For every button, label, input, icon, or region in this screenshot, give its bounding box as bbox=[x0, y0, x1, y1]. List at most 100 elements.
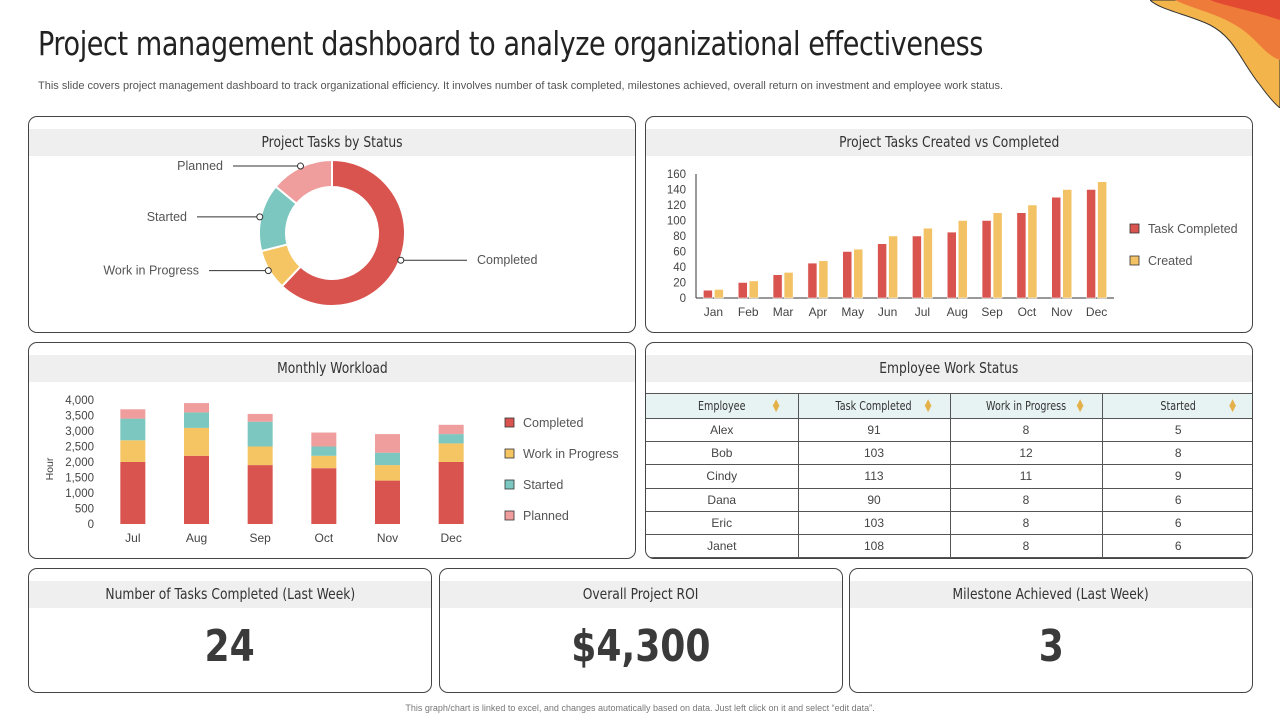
x-tick-label: Aug bbox=[186, 531, 207, 545]
task-completed-cell: 113 bbox=[797, 464, 951, 489]
x-tick-label: Oct bbox=[314, 531, 333, 545]
bar-created[interactable] bbox=[818, 260, 829, 299]
y-tick-label: 80 bbox=[673, 231, 686, 243]
workload-panel-title: Monthly Workload bbox=[276, 359, 388, 377]
sort-icon[interactable]: ▲ ▼ bbox=[1229, 398, 1236, 414]
bar-created[interactable] bbox=[714, 289, 724, 299]
bar-segment-completed[interactable] bbox=[120, 462, 146, 524]
bar-segment-work-in-progress[interactable] bbox=[247, 446, 273, 466]
sort-icon[interactable]: ▲ ▼ bbox=[772, 398, 780, 414]
bar-created[interactable] bbox=[888, 235, 898, 299]
bar-task-completed[interactable] bbox=[912, 235, 922, 299]
bar-task-completed[interactable] bbox=[807, 262, 818, 299]
legend-swatch bbox=[504, 417, 515, 428]
started-cell: 6 bbox=[1101, 510, 1252, 535]
bar-segment-planned[interactable] bbox=[184, 403, 209, 413]
bar-task-completed[interactable] bbox=[1051, 197, 1061, 299]
bar-created[interactable] bbox=[958, 220, 968, 299]
table-row: Eric 103 8 6 bbox=[646, 510, 1252, 535]
donut-slice-completed[interactable] bbox=[280, 158, 406, 307]
sort-icon[interactable]: ▲ ▼ bbox=[924, 398, 932, 414]
bar-segment-planned[interactable] bbox=[311, 432, 337, 447]
bar-created[interactable] bbox=[923, 228, 933, 299]
bar-segment-started[interactable] bbox=[311, 446, 337, 456]
y-tick-label: 160 bbox=[667, 169, 686, 181]
bar-task-completed[interactable] bbox=[703, 290, 713, 299]
column-header-task-completed[interactable]: Task Completed ▲ ▼ bbox=[797, 393, 951, 419]
bar-created[interactable] bbox=[783, 272, 794, 299]
legend-label: Started bbox=[523, 478, 563, 492]
y-tick-label: 4,000 bbox=[65, 395, 94, 407]
bar-task-completed[interactable] bbox=[981, 220, 992, 299]
bar-segment-completed[interactable] bbox=[438, 462, 464, 524]
bar-segment-planned[interactable] bbox=[438, 424, 464, 435]
y-tick-label: 1,000 bbox=[65, 488, 94, 500]
bar-task-completed[interactable] bbox=[842, 251, 852, 299]
x-tick-label: Oct bbox=[1018, 305, 1037, 319]
work-in-progress-cell: 8 bbox=[949, 533, 1103, 558]
bar-segment-work-in-progress[interactable] bbox=[311, 455, 337, 469]
x-tick-label: Aug bbox=[947, 305, 968, 319]
y-tick-label: 0 bbox=[88, 519, 94, 531]
bar-segment-started[interactable] bbox=[184, 412, 209, 428]
sort-icon[interactable]: ▲ ▼ bbox=[1076, 398, 1084, 414]
employee-panel-header: Employee Work Status bbox=[646, 355, 1252, 382]
bar-segment-completed[interactable] bbox=[311, 468, 337, 524]
bar-created[interactable] bbox=[1062, 189, 1072, 299]
donut-slice-planned[interactable] bbox=[274, 158, 333, 206]
bar-segment-completed[interactable] bbox=[375, 480, 400, 524]
kpi-project-roi: Overall Project ROI $4,300 bbox=[439, 568, 843, 693]
callout-dot bbox=[256, 213, 264, 221]
bar-task-completed[interactable] bbox=[1016, 212, 1027, 299]
bar-segment-started[interactable] bbox=[247, 421, 273, 447]
column-header-employee[interactable]: Employee ▲ ▼ bbox=[646, 393, 799, 419]
donut-label: Started bbox=[147, 210, 187, 224]
column-header-started[interactable]: Started ▲ ▼ bbox=[1101, 393, 1252, 419]
donut-label: Work in Progress bbox=[103, 264, 199, 278]
employee-name: Bob bbox=[646, 441, 799, 466]
work-in-progress-cell: 11 bbox=[949, 464, 1103, 489]
column-header-work-in-progress[interactable]: Work in Progress ▲ ▼ bbox=[949, 393, 1103, 419]
bar-task-completed[interactable] bbox=[877, 243, 887, 299]
bar-segment-started[interactable] bbox=[438, 434, 464, 444]
employee-name: Eric bbox=[646, 510, 799, 535]
bar-segment-work-in-progress[interactable] bbox=[120, 440, 146, 462]
bar-segment-started[interactable] bbox=[375, 452, 400, 466]
callout-dot bbox=[264, 267, 272, 275]
page-title: Project management dashboard to analyze … bbox=[38, 24, 983, 63]
kpi-label: Milestone Achieved (Last Week) bbox=[952, 585, 1150, 603]
started-cell: 6 bbox=[1101, 533, 1252, 558]
status-donut-chart[interactable]: Completed Work in Progress Started Planned bbox=[29, 117, 636, 333]
bar-segment-completed[interactable] bbox=[247, 465, 273, 524]
bar-segment-planned[interactable] bbox=[375, 434, 400, 453]
bar-task-completed[interactable] bbox=[1086, 189, 1096, 299]
bar-task-completed[interactable] bbox=[772, 274, 783, 299]
bar-created[interactable] bbox=[1097, 181, 1107, 299]
monthly-workload-chart[interactable]: 0 500 1,000 1,500 2,000 2,500 3,000 3,500 4,000 H… bbox=[29, 343, 636, 559]
bar-segment-completed[interactable] bbox=[184, 455, 209, 524]
bar-created[interactable] bbox=[749, 280, 759, 299]
bar-created[interactable] bbox=[853, 248, 863, 299]
status-panel-title: Project Tasks by Status bbox=[261, 133, 403, 151]
created-vs-completed-chart[interactable]: 0 20 40 60 80 100 120 140 160 Jan Feb Mar Apr May Jun J… bbox=[646, 117, 1253, 333]
bar-segment-planned[interactable] bbox=[120, 409, 146, 419]
y-tick-label: 1,500 bbox=[65, 473, 94, 485]
y-tick-label: 20 bbox=[673, 278, 686, 290]
bar-segment-work-in-progress[interactable] bbox=[438, 443, 464, 462]
y-tick-label: 120 bbox=[667, 200, 686, 212]
bar-segment-planned[interactable] bbox=[247, 413, 273, 422]
x-tick-label: Sep bbox=[981, 305, 1003, 319]
employee-table: Employee ▲ ▼ Task Completed ▲ ▼ Work in Prog… bbox=[646, 393, 1252, 558]
kpi-header: Milestone Achieved (Last Week) bbox=[850, 581, 1252, 608]
y-tick-label: 2,000 bbox=[65, 457, 94, 469]
bar-segment-started[interactable] bbox=[120, 418, 146, 441]
bar-segment-work-in-progress[interactable] bbox=[375, 465, 400, 481]
task-completed-cell: 90 bbox=[797, 487, 951, 512]
bar-task-completed[interactable] bbox=[947, 231, 957, 299]
bar-created[interactable] bbox=[1027, 204, 1038, 299]
bar-created[interactable] bbox=[992, 212, 1003, 299]
bar-segment-work-in-progress[interactable] bbox=[184, 427, 209, 456]
table-row: Alex 91 8 5 bbox=[646, 417, 1252, 443]
callout-dot bbox=[397, 256, 405, 264]
bar-task-completed[interactable] bbox=[738, 282, 748, 299]
